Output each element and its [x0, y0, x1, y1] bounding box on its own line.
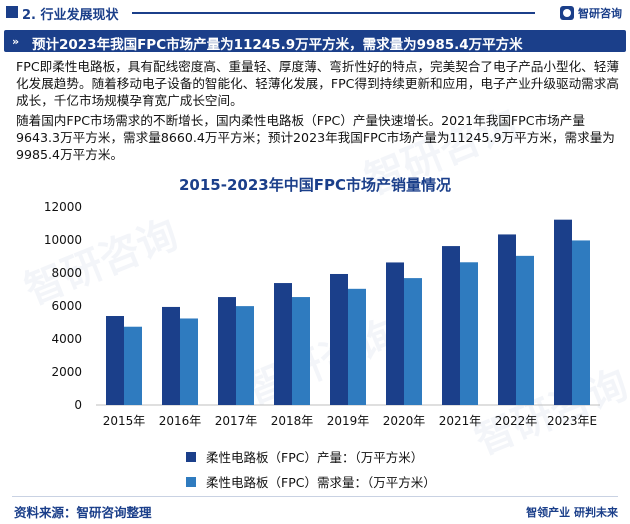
bar-demand — [236, 306, 254, 405]
y-tick-label: 10000 — [44, 233, 82, 247]
source-note: 资料来源：智研咨询整理 — [14, 505, 152, 520]
section-title: 2. 行业发展现状 — [22, 8, 119, 23]
bar-demand — [124, 326, 142, 405]
bar-production — [330, 273, 348, 405]
y-tick-label: 0 — [74, 398, 82, 412]
y-tick-label: 12000 — [44, 200, 82, 214]
x-tick-label: 2018年 — [271, 414, 314, 428]
logo-text: 智研咨询 — [578, 7, 622, 20]
headline-banner: » 预计2023年我国FPC市场产量为11245.9万平方米，需求量为9985.… — [4, 30, 626, 53]
bar-demand — [348, 288, 366, 405]
bar-demand — [572, 240, 590, 405]
footer-slogan: 智领产业 研判未来 — [526, 506, 618, 519]
bar-production — [106, 316, 124, 405]
double-chevron-icon: » — [12, 35, 20, 48]
y-tick-label: 2000 — [51, 365, 82, 379]
bar-production — [554, 219, 572, 405]
footer: 资料来源：智研咨询整理 智领产业 研判未来 — [0, 494, 630, 524]
y-tick-label: 6000 — [51, 299, 82, 313]
legend-item-production: 柔性电路板（FPC）产量：（万平方米） — [186, 447, 423, 466]
bar-production — [386, 262, 404, 405]
y-tick-label: 8000 — [51, 266, 82, 280]
x-tick-label: 2017年 — [215, 414, 258, 428]
bar-chart: 0 2000 4000 6000 8000 10000 12000 2015年 2016年 201… — [44, 200, 600, 428]
y-tick-label: 4000 — [51, 332, 82, 346]
brand-logo: 智研咨询 — [560, 5, 622, 21]
x-tick-label: 2016年 — [159, 414, 202, 428]
bar-demand — [292, 297, 310, 405]
x-tick-label: 2023年E — [547, 414, 597, 428]
chart-title: 2015-2023年中国FPC市场产销量情况 — [179, 176, 451, 194]
bar-production — [498, 234, 516, 405]
bar-demand — [404, 278, 422, 405]
bar-production — [162, 306, 180, 405]
section-header: 2. 行业发展现状 智研咨询 — [0, 0, 630, 26]
x-tick-label: 2019年 — [327, 414, 370, 428]
legend-label-demand: 柔性电路板（FPC）需求量：（万平方米） — [206, 475, 436, 490]
logo-icon — [560, 6, 574, 20]
bar-demand — [516, 255, 534, 405]
legend-swatch-production — [186, 451, 196, 462]
legend-swatch-demand — [186, 476, 196, 487]
x-tick-label: 2022年 — [495, 414, 538, 428]
section-marker — [6, 6, 18, 18]
bar-demand — [460, 262, 478, 405]
legend-label-production: 柔性电路板（FPC）产量：（万平方米） — [206, 450, 424, 465]
bar-production — [442, 246, 460, 405]
bar-production — [274, 283, 292, 405]
x-tick-label: 2020年 — [383, 414, 426, 428]
paragraph-intro: FPC即柔性电路板，具有配线密度高、重量轻、厚度薄、弯折性好的特点，完美契合了电… — [16, 59, 619, 108]
x-tick-label: 2021年 — [439, 414, 482, 428]
headline-text: 预计2023年我国FPC市场产量为11245.9万平方米，需求量为9985.4万… — [32, 37, 523, 53]
bar-demand — [180, 318, 198, 405]
header-divider — [132, 12, 535, 14]
footer-divider — [12, 496, 618, 497]
legend-item-demand: 柔性电路板（FPC）需求量：（万平方米） — [186, 472, 436, 491]
paragraph-market: 随着国内FPC市场需求的不断增长，国内柔性电路板（FPC）产量快速增长。2021… — [16, 113, 615, 162]
bar-production — [218, 297, 236, 405]
x-tick-label: 2015年 — [103, 414, 146, 428]
